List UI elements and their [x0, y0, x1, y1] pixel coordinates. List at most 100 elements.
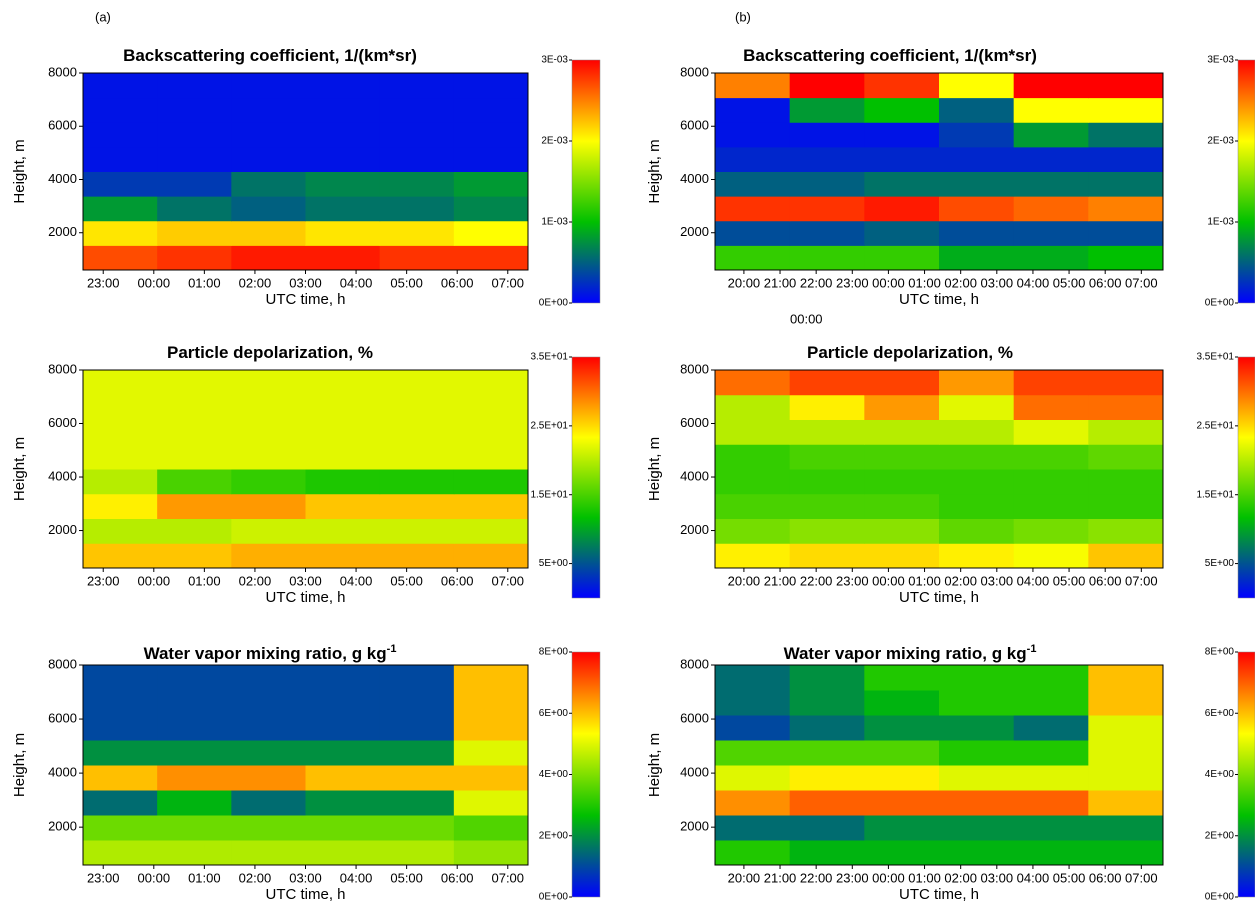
- heatmap-cell: [864, 840, 940, 866]
- x-tick-label: 23:00: [836, 573, 869, 588]
- heatmap-cell: [1013, 543, 1089, 569]
- heatmap-cell: [157, 370, 232, 396]
- heatmap-cell: [939, 740, 1015, 766]
- heatmap-cell: [1013, 444, 1089, 470]
- colorbar-tick-label: 0E+00: [1205, 892, 1235, 903]
- heatmap-cell: [305, 765, 381, 791]
- y-axis-label: Height, m: [646, 437, 663, 501]
- heatmap-cell: [939, 543, 1015, 569]
- heatmap-cell: [715, 171, 791, 197]
- heatmap-cell: [453, 444, 529, 470]
- heatmap-cell: [1088, 493, 1164, 519]
- heatmap-cell: [453, 493, 529, 519]
- x-tick-label: 06:00: [441, 573, 474, 588]
- heatmap-cell: [1013, 370, 1089, 396]
- heatmap-cell: [1088, 444, 1164, 470]
- y-tick-label: 8000: [48, 64, 77, 79]
- x-tick-label: 07:00: [491, 573, 524, 588]
- colorbar-tick-label: 3E-03: [1207, 55, 1234, 66]
- y-axis-label: Height, m: [11, 733, 28, 797]
- heatmap-cell: [453, 196, 529, 222]
- heatmap-cell: [231, 419, 306, 445]
- heatmap-cell: [379, 122, 455, 148]
- heatmap-cell: [1088, 518, 1164, 544]
- heatmap-cell: [715, 245, 791, 271]
- heatmap-cell: [453, 146, 529, 172]
- heatmap-cell: [379, 715, 455, 741]
- heatmap-cell: [453, 543, 529, 569]
- x-tick-label: 01:00: [908, 275, 941, 290]
- heatmap-cell: [1088, 765, 1164, 791]
- x-tick-label: 23:00: [87, 870, 120, 885]
- x-tick-label: 21:00: [764, 870, 797, 885]
- y-tick-label: 8000: [680, 64, 709, 79]
- x-tick-label: 01:00: [188, 275, 221, 290]
- heatmap-cell: [305, 196, 381, 222]
- heatmap-cell: [157, 715, 232, 741]
- heatmap-cell: [1013, 146, 1089, 172]
- heatmap-cell: [715, 790, 791, 816]
- chart-title-text: Backscattering coefficient, 1/(km*sr): [123, 46, 417, 65]
- colorbar-tick-label: 6E+00: [1205, 708, 1235, 719]
- x-axis-label: UTC time, h: [265, 589, 345, 606]
- heatmap-cell: [453, 245, 529, 271]
- heatmap-cell: [305, 122, 381, 148]
- heatmap-cell: [379, 665, 455, 691]
- heatmap-cell: [864, 97, 940, 123]
- heatmap-cell: [1013, 122, 1089, 148]
- heatmap-cell: [864, 469, 940, 495]
- colorbar-tick-label: 1E-03: [541, 217, 568, 228]
- heatmap-cell: [379, 493, 455, 519]
- heatmap-cell: [83, 715, 158, 741]
- colorbar: [571, 651, 601, 898]
- heatmap-cell: [379, 740, 455, 766]
- heatmap-cell: [231, 740, 306, 766]
- heatmap-cell: [939, 73, 1015, 99]
- plot-frame: [714, 72, 1164, 271]
- heatmap-cell: [715, 543, 791, 569]
- x-tick-label: 00:00: [138, 275, 171, 290]
- x-tick-label: 00:00: [138, 870, 171, 885]
- plot-frame: [714, 369, 1164, 569]
- x-axis-label: UTC time, h: [899, 291, 979, 308]
- heatmap-cell: [789, 840, 865, 866]
- heatmap-cell: [864, 815, 940, 841]
- heatmap-cell: [939, 840, 1015, 866]
- x-tick-label: 06:00: [1089, 573, 1122, 588]
- colorbar-tick-label: 0E+00: [539, 298, 569, 309]
- x-tick-label: 03:00: [289, 275, 322, 290]
- heatmap-cell: [231, 171, 306, 197]
- heatmap-cell: [1013, 665, 1089, 691]
- heatmap-cell: [157, 493, 232, 519]
- x-tick-label: 05:00: [390, 275, 423, 290]
- x-tick-label: 01:00: [188, 870, 221, 885]
- heatmap-cell: [453, 394, 529, 420]
- y-axis-label: Height, m: [11, 139, 28, 203]
- chart-title: Water vapor mixing ratio, g kg-1: [144, 643, 397, 664]
- heatmap-cell: [157, 220, 232, 246]
- annotation: 00:00: [790, 311, 823, 326]
- chart-title: Backscattering coefficient, 1/(km*sr): [743, 46, 1037, 65]
- heatmap-cell: [157, 840, 232, 866]
- heatmap-cell: [864, 73, 940, 99]
- heatmap-cell: [1013, 245, 1089, 271]
- heatmap-cell: [231, 97, 306, 123]
- chart-title-text: Particle depolarization, %: [807, 343, 1013, 362]
- heatmap-cell: [1088, 146, 1164, 172]
- chart-title: Water vapor mixing ratio, g kg-1: [784, 643, 1037, 664]
- colorbar: [1237, 356, 1255, 599]
- heatmap-cell: [305, 469, 381, 495]
- heatmap-cell: [453, 220, 529, 246]
- heatmap-cell: [379, 97, 455, 123]
- heatmap-cell: [305, 690, 381, 716]
- heatmap-cell: [1088, 543, 1164, 569]
- x-tick-label: 02:00: [944, 870, 977, 885]
- heatmap-cell: [715, 740, 791, 766]
- x-tick-label: 06:00: [1089, 275, 1122, 290]
- x-tick-label: 07:00: [491, 870, 524, 885]
- heatmap-cell: [715, 196, 791, 222]
- y-tick-label: 8000: [680, 361, 709, 376]
- heatmap-cell: [83, 444, 158, 470]
- x-tick-label: 02:00: [944, 275, 977, 290]
- heatmap-cell: [864, 690, 940, 716]
